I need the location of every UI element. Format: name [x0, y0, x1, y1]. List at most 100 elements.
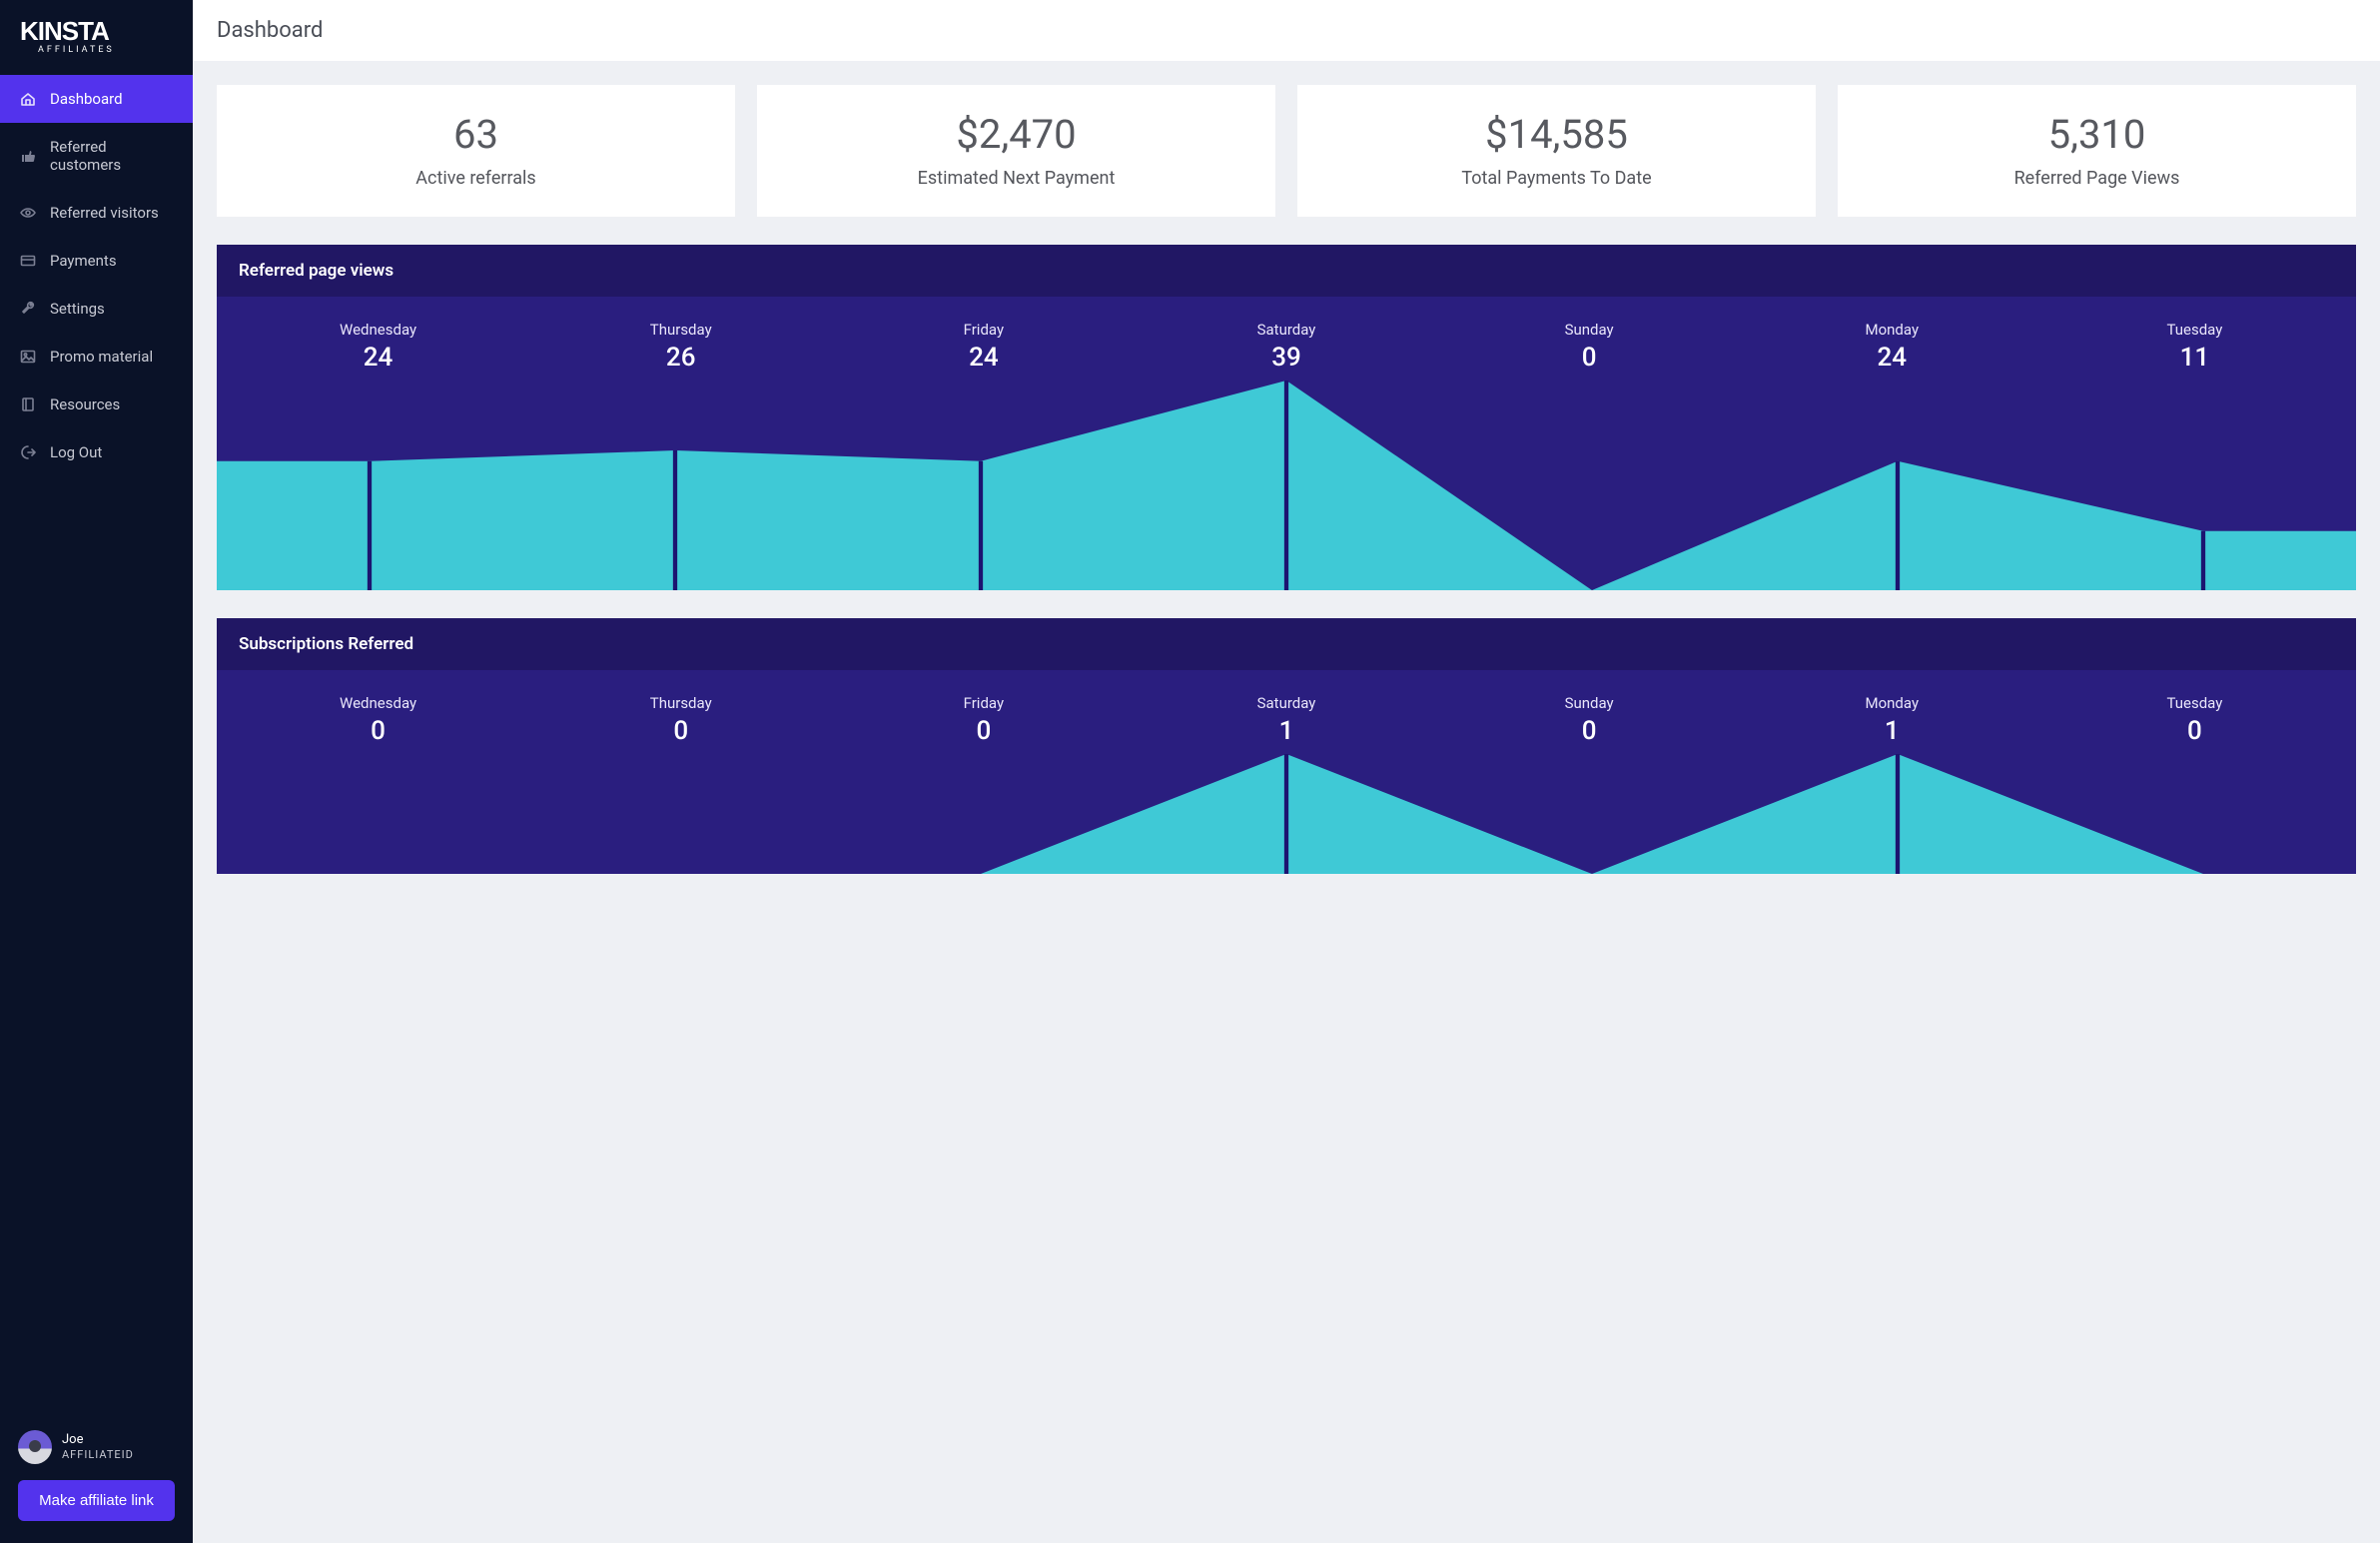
day-value: 1	[1741, 716, 2043, 746]
subscriptions-panel: Subscriptions Referred Wednesday0Thursda…	[217, 618, 2356, 874]
brand-name: KINSTA	[20, 16, 173, 47]
sidebar-item-label: Settings	[50, 300, 105, 318]
pageviews-panel-title: Referred page views	[217, 245, 2356, 297]
stat-label: Active referrals	[229, 168, 723, 189]
sidebar-item-label: Referred customers	[50, 138, 173, 174]
stat-value: 63	[229, 111, 723, 158]
stat-label: Referred Page Views	[1850, 168, 2344, 189]
pageviews-chart	[217, 381, 2356, 590]
make-affiliate-link-button[interactable]: Make affiliate link	[18, 1480, 175, 1521]
user-block[interactable]: Joe AFFILIATEID	[18, 1430, 175, 1464]
day-value: 0	[1438, 716, 1741, 746]
day-cell: Tuesday 11	[2043, 321, 2346, 373]
day-cell: Wednesday 0	[227, 694, 529, 746]
stat-card: $14,585 Total Payments To Date	[1297, 85, 1816, 217]
sidebar-item-referred-visitors[interactable]: Referred visitors	[0, 189, 193, 237]
day-name: Friday	[832, 694, 1135, 712]
sidebar-nav: Dashboard Referred customers Referred visi…	[0, 75, 193, 1418]
user-id: AFFILIATEID	[62, 1448, 134, 1461]
sidebar-footer: Joe AFFILIATEID Make affiliate link	[0, 1418, 193, 1543]
stat-card: 5,310 Referred Page Views	[1838, 85, 2356, 217]
sidebar-item-payments[interactable]: Payments	[0, 237, 193, 285]
day-value: 0	[832, 716, 1135, 746]
subscriptions-panel-title: Subscriptions Referred	[217, 618, 2356, 670]
day-value: 0	[2043, 716, 2346, 746]
day-cell: Tuesday 0	[2043, 694, 2346, 746]
day-name: Sunday	[1438, 694, 1741, 712]
page-title: Dashboard	[193, 0, 2380, 61]
day-name: Tuesday	[2043, 321, 2346, 339]
day-cell: Thursday 0	[529, 694, 832, 746]
stats-row: 63 Active referrals $2,470 Estimated Next P…	[217, 85, 2356, 217]
day-cell: Monday 1	[1741, 694, 2043, 746]
thumbs-up-icon	[20, 148, 36, 164]
day-name: Thursday	[529, 321, 832, 339]
sidebar: KINSTA AFFILIATES Dashboard Referred cust…	[0, 0, 193, 1543]
day-name: Friday	[832, 321, 1135, 339]
subscriptions-days-row: Wednesday0Thursday0Friday0Saturday1Sunda…	[217, 670, 2356, 754]
brand-logo: KINSTA AFFILIATES	[0, 0, 193, 75]
sidebar-item-label: Promo material	[50, 348, 153, 366]
day-value: 0	[1438, 343, 1741, 373]
wrench-icon	[20, 301, 36, 317]
day-cell: Thursday 26	[529, 321, 832, 373]
sidebar-item-resources[interactable]: Resources	[0, 381, 193, 428]
day-name: Monday	[1741, 694, 2043, 712]
stat-label: Estimated Next Payment	[769, 168, 1263, 189]
day-name: Thursday	[529, 694, 832, 712]
day-name: Sunday	[1438, 321, 1741, 339]
day-cell: Sunday 0	[1438, 694, 1741, 746]
sidebar-item-label: Resources	[50, 395, 120, 413]
stat-value: 5,310	[1850, 111, 2344, 158]
home-icon	[20, 91, 36, 107]
day-cell: Saturday 1	[1135, 694, 1437, 746]
day-value: 11	[2043, 343, 2346, 373]
day-name: Monday	[1741, 321, 2043, 339]
sidebar-item-label: Referred visitors	[50, 204, 159, 222]
main: Dashboard 63 Active referrals $2,470 Estima…	[193, 0, 2380, 1543]
stat-value: $14,585	[1309, 111, 1804, 158]
day-value: 24	[227, 343, 529, 373]
sidebar-item-promo-material[interactable]: Promo material	[0, 333, 193, 381]
stat-value: $2,470	[769, 111, 1263, 158]
user-name: Joe	[62, 1433, 134, 1448]
pageviews-panel: Referred page views Wednesday24Thursday2…	[217, 245, 2356, 590]
sidebar-item-dashboard[interactable]: Dashboard	[0, 75, 193, 123]
day-name: Wednesday	[227, 321, 529, 339]
stat-card: $2,470 Estimated Next Payment	[757, 85, 1275, 217]
day-value: 24	[1741, 343, 2043, 373]
sidebar-item-label: Payments	[50, 252, 117, 270]
card-icon	[20, 253, 36, 269]
day-value: 24	[832, 343, 1135, 373]
day-name: Saturday	[1135, 694, 1437, 712]
stat-card: 63 Active referrals	[217, 85, 735, 217]
subscriptions-chart	[217, 754, 2356, 874]
sidebar-item-log-out[interactable]: Log Out	[0, 428, 193, 476]
image-icon	[20, 349, 36, 365]
day-cell: Wednesday 24	[227, 321, 529, 373]
book-icon	[20, 396, 36, 412]
brand-subtitle: AFFILIATES	[20, 45, 173, 55]
day-value: 0	[529, 716, 832, 746]
day-name: Tuesday	[2043, 694, 2346, 712]
day-value: 1	[1135, 716, 1437, 746]
day-name: Wednesday	[227, 694, 529, 712]
pageviews-days-row: Wednesday24Thursday26Friday24Saturday39S…	[217, 297, 2356, 381]
day-cell: Monday 24	[1741, 321, 2043, 373]
day-value: 0	[227, 716, 529, 746]
content: 63 Active referrals $2,470 Estimated Next P…	[193, 61, 2380, 898]
day-name: Saturday	[1135, 321, 1437, 339]
stat-label: Total Payments To Date	[1309, 168, 1804, 189]
day-cell: Saturday 39	[1135, 321, 1437, 373]
day-cell: Friday 24	[832, 321, 1135, 373]
sidebar-item-referred-customers[interactable]: Referred customers	[0, 123, 193, 189]
day-cell: Friday 0	[832, 694, 1135, 746]
sidebar-item-label: Log Out	[50, 443, 102, 461]
day-value: 39	[1135, 343, 1437, 373]
sidebar-item-settings[interactable]: Settings	[0, 285, 193, 333]
eye-icon	[20, 205, 36, 221]
logout-icon	[20, 444, 36, 460]
day-cell: Sunday 0	[1438, 321, 1741, 373]
day-value: 26	[529, 343, 832, 373]
sidebar-item-label: Dashboard	[50, 90, 123, 108]
